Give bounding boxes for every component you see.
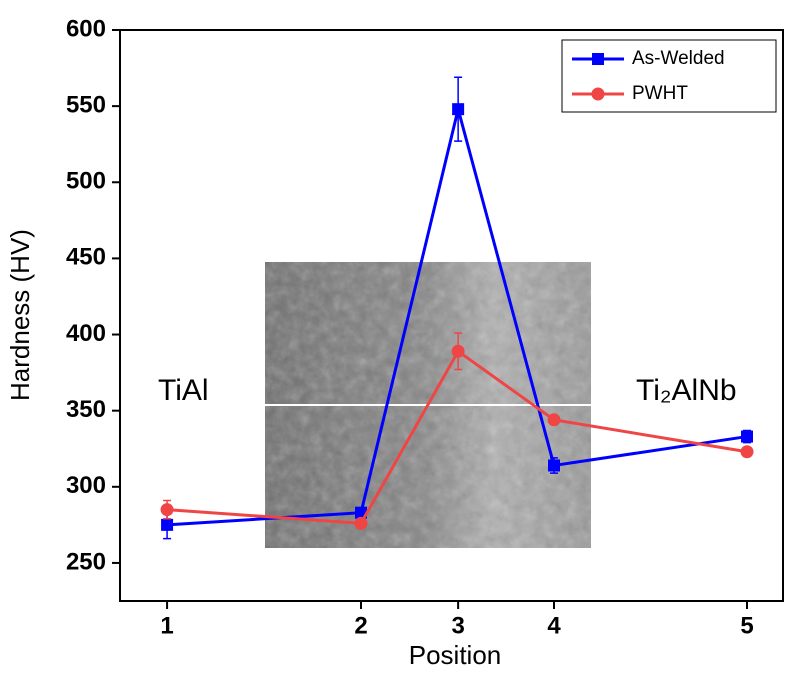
y-tick-label: 500	[66, 168, 106, 195]
y-tick-label: 550	[66, 91, 106, 118]
annotation: Ti₂AlNb	[636, 374, 737, 407]
marker	[161, 518, 174, 531]
y-tick-label: 400	[66, 320, 106, 347]
marker	[160, 503, 174, 517]
x-tick-label: 5	[740, 612, 753, 639]
y-tick-label: 350	[66, 396, 106, 423]
marker	[452, 103, 465, 116]
y-tick-label: 450	[66, 244, 106, 271]
marker	[355, 506, 368, 519]
legend-label: PWHT	[632, 83, 688, 104]
legend-label: As-Welded	[632, 48, 725, 69]
x-tick-label: 4	[547, 612, 561, 639]
y-axis-label: Hardness (HV)	[5, 229, 35, 401]
marker	[547, 459, 560, 472]
legend-marker	[592, 53, 604, 65]
marker	[547, 413, 561, 427]
x-tick-label: 2	[354, 612, 367, 639]
y-tick-label: 250	[66, 548, 106, 575]
x-axis-label: Position	[409, 640, 502, 670]
marker	[354, 516, 368, 530]
marker	[740, 445, 754, 459]
plot-frame	[119, 29, 784, 602]
y-tick-label: 600	[66, 15, 106, 42]
marker	[740, 430, 753, 443]
y-tick-label: 300	[66, 472, 106, 499]
legend-marker	[591, 87, 605, 101]
marker	[451, 344, 465, 358]
x-tick-label: 1	[160, 612, 173, 639]
x-tick-label: 3	[451, 612, 464, 639]
annotation: TiAl	[158, 374, 209, 407]
